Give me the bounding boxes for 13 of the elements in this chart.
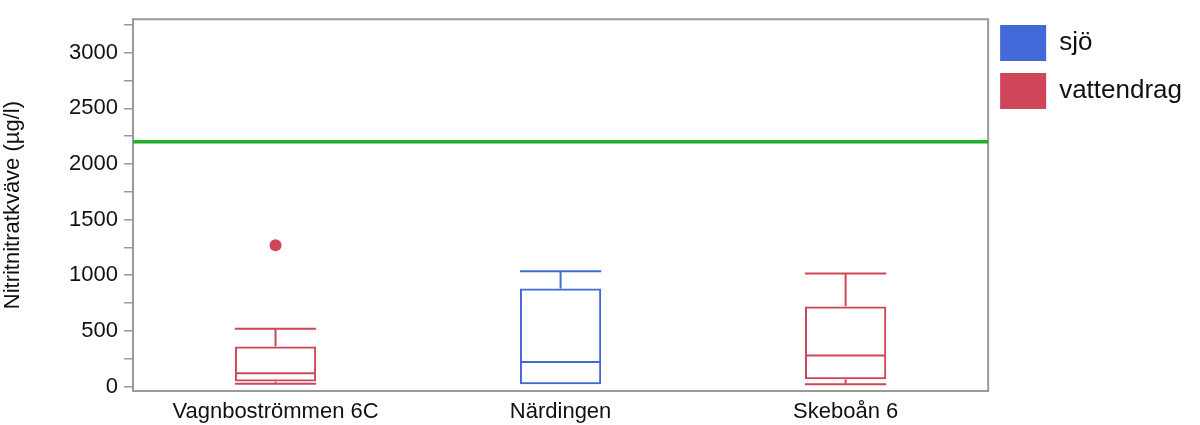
y-axis-title: Nitritnitratkväve (µg/l) — [0, 100, 25, 310]
y-tick-label: 0 — [105, 372, 118, 398]
y-tick-label: 2000 — [69, 149, 118, 175]
y-tick-label: 1000 — [69, 261, 118, 287]
legend-label: vattendrag — [1059, 74, 1183, 105]
y-tick-label: 3000 — [69, 38, 118, 64]
y-tick-label: 2500 — [69, 94, 118, 120]
y-tick-label: 500 — [81, 316, 118, 342]
y-tick-label: 1500 — [69, 205, 118, 231]
x-tick-label: Närdingen — [509, 398, 612, 424]
x-tick-label: Vagnboströmmen 6C — [172, 398, 379, 424]
legend-label: sjö — [1059, 26, 1093, 57]
x-tick-label: Skeboån 6 — [793, 398, 899, 424]
